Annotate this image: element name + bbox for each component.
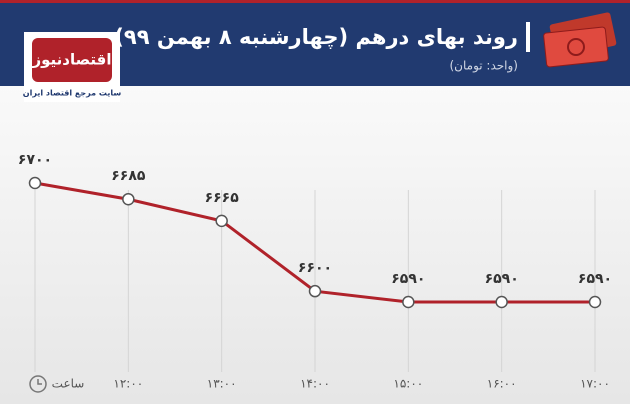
title-bar [526,22,530,52]
point [495,295,508,309]
value-label: ۶۶۰۰ [298,260,332,276]
x-tick-label: ۱۷:۰۰ [580,377,610,391]
logo-text: اقتصادنیوز [32,51,112,69]
logo-badge [32,38,112,82]
point [308,284,322,298]
x-tick-label: ۱۴:۰۰ [300,377,330,391]
value-label: ۶۵۹۰ [485,271,519,287]
point [402,295,415,309]
point [122,192,135,206]
value-label: ۶۵۹۰ [391,271,425,287]
value-label: ۶۵۹۰ [578,271,612,287]
top-stripe [0,0,630,3]
x-tick-label: ۱۲:۰۰ [113,377,143,391]
money-icon [543,12,617,68]
clock-icon [29,375,47,393]
clock-hands [37,379,42,385]
subtitle: (واحد: تومان) [449,59,518,74]
x-tick-label: ۱۵:۰۰ [393,377,423,391]
x-tick-label: ۱۳:۰۰ [207,377,237,391]
tagline: سایت مرجع اقتصاد ایران [23,89,122,98]
title: روند بهای درهم (چهارشنبه ۸ بهمن ۹۹) [114,25,518,49]
x-axis-label: ساعت [52,377,85,391]
point [28,176,42,190]
point [215,214,228,228]
point [588,295,602,309]
value-label: ۶۶۸۵ [111,168,146,184]
value-label: ۶۶۶۵ [205,190,240,206]
x-tick-label: ۱۶:۰۰ [487,377,517,391]
value-label: ۶۷۰۰ [18,152,52,168]
